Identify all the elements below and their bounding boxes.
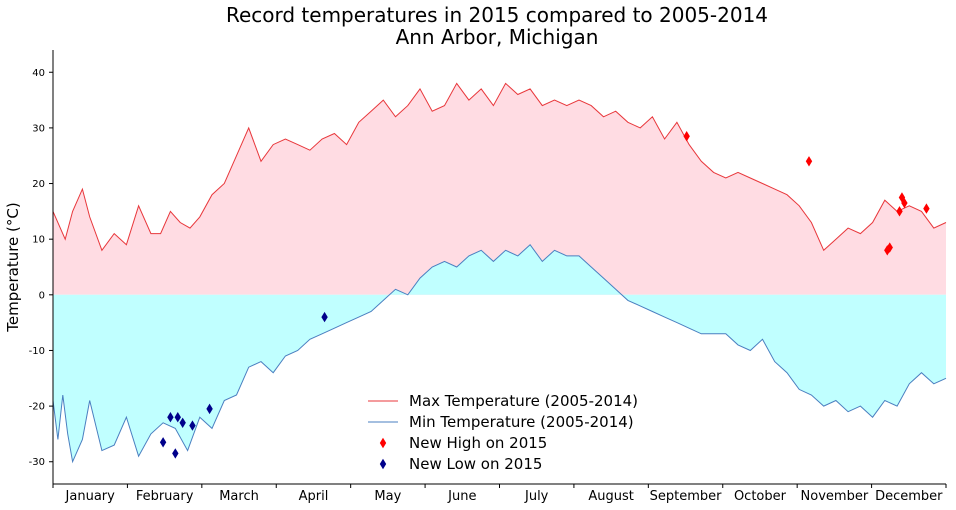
y-tick-label: 40 <box>32 68 45 79</box>
new-low-point <box>167 412 174 423</box>
legend-entry-label: Max Temperature (2005-2014) <box>409 392 638 410</box>
legend-entry-label: New High on 2015 <box>409 434 547 452</box>
new-low-point <box>206 403 213 415</box>
max-temperature-line <box>52 82 947 252</box>
y-ticks-group: -30 -20 -10 0 10 20 30 40 <box>29 68 53 468</box>
min-temperature-line <box>52 243 947 464</box>
x-tick-label: November <box>801 489 869 504</box>
x-tick-label: April <box>299 489 329 504</box>
chart-title: Record temperatures in 2015 compared to … <box>226 3 768 27</box>
series-lines-group <box>52 82 947 464</box>
new-high-point <box>884 245 891 256</box>
x-tick-label: March <box>219 489 259 504</box>
y-tick-label: -10 <box>29 346 45 357</box>
min-range-fill <box>53 244 946 462</box>
new-low-point <box>179 417 186 428</box>
legend-marker-swatch <box>379 437 387 449</box>
x-tick-label: October <box>734 489 787 504</box>
record-markers-group <box>159 131 930 459</box>
x-tick-label: June <box>447 489 476 504</box>
new-high-point <box>886 242 893 253</box>
y-tick-label: -20 <box>29 402 45 413</box>
new-low-point <box>321 311 328 323</box>
y-tick-label: 30 <box>32 123 45 134</box>
legend-marker-swatch <box>379 458 387 470</box>
x-ticks-group: January February March April May June July Augu… <box>52 484 947 504</box>
legend-entry-label: New Low on 2015 <box>409 455 542 473</box>
new-high-point <box>923 203 930 214</box>
y-axis-label: Temperature (°C) <box>4 202 22 332</box>
x-tick-label: July <box>524 489 549 504</box>
x-tick-label: January <box>65 489 116 504</box>
new-high-point <box>683 131 690 142</box>
x-tick-label: September <box>650 489 723 504</box>
legend-entry-label: Min Temperature (2005-2014) <box>409 413 634 431</box>
y-tick-label: 0 <box>39 290 45 301</box>
new-high-point <box>805 156 813 167</box>
x-tick-label: May <box>374 489 401 504</box>
y-tick-label: -30 <box>29 457 45 468</box>
new-low-point <box>174 412 181 423</box>
chart-subtitle: Ann Arbor, Michigan <box>396 25 599 49</box>
max-range-fill <box>53 83 946 295</box>
new-high-point <box>896 206 903 217</box>
x-tick-label: December <box>875 489 943 504</box>
y-tick-label: 10 <box>32 235 45 246</box>
new-low-point <box>159 437 167 448</box>
x-tick-label: August <box>588 489 634 504</box>
y-tick-label: 20 <box>32 179 45 190</box>
shaded-range-group <box>53 83 946 462</box>
new-low-point <box>189 420 196 431</box>
legend: Max Temperature (2005-2014) Min Temperatu… <box>368 392 638 473</box>
new-high-point <box>901 197 908 209</box>
new-low-point <box>172 448 179 459</box>
x-tick-label: February <box>136 489 194 504</box>
